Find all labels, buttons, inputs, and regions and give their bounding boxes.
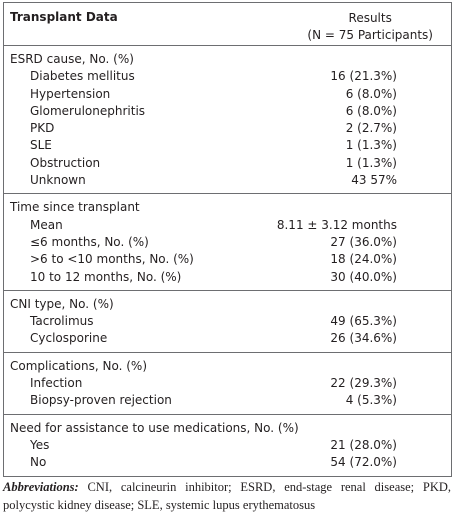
- row: Glomerulonephritis 6 (8.0%): [4, 103, 451, 120]
- section: Need for assistance to use medications, …: [4, 415, 451, 476]
- row-label: Yes: [30, 437, 50, 452]
- row-label: Cyclosporine: [30, 331, 108, 346]
- row-label: Hypertension: [30, 86, 111, 101]
- footnote: Abbreviations: CNI, calcineurin inhibito…: [3, 478, 451, 514]
- row: ≤6 months, No. (%) 27 (36.0%): [4, 234, 451, 251]
- row-label: SLE: [30, 138, 52, 153]
- row-value: 43 57%: [351, 173, 397, 188]
- row-label: >6 to <10 months, No. (%): [30, 252, 194, 267]
- section-title: ESRD cause, No. (%): [10, 52, 134, 66]
- footnote-term: Abbreviations:: [3, 480, 79, 494]
- row: Diabetes mellitus 16 (21.3%): [4, 68, 451, 85]
- row: Hypertension 6 (8.0%): [4, 86, 451, 103]
- section-title: Time since transplant: [10, 200, 140, 215]
- row: Tacrolimus 49 (65.3%): [4, 313, 451, 330]
- row-value: 21 (28.0%): [330, 437, 397, 452]
- row-label: Glomerulonephritis: [30, 103, 146, 118]
- table: Transplant Data Results (N = 75 Particip…: [3, 2, 452, 477]
- section-title: CNI type, No. (%): [10, 296, 114, 311]
- row-label: No: [30, 455, 47, 470]
- row: No 54 (72.0%): [4, 454, 451, 471]
- header-label: Transplant Data: [10, 10, 118, 24]
- row-value: 26 (34.6%): [330, 331, 397, 346]
- row-value: 49 (65.3%): [330, 314, 397, 329]
- row-label: Unknown: [30, 173, 86, 188]
- row-value: 27 (36.0%): [330, 234, 397, 249]
- row-value: 30 (40.0%): [330, 269, 397, 284]
- row-value: 4 (5.3%): [345, 393, 397, 408]
- row-label: PKD: [30, 121, 55, 136]
- row-value: 22 (29.3%): [330, 376, 397, 391]
- table-body: ESRD cause, No. (%) Diabetes mellitus 16 (…: [4, 46, 451, 476]
- row-label: Mean: [30, 217, 63, 232]
- row: Yes 21 (28.0%): [4, 437, 451, 454]
- row: Cyclosporine 26 (34.6%): [4, 330, 451, 347]
- row-value: 16 (21.3%): [330, 69, 397, 84]
- row-value: 2 (2.7%): [345, 121, 397, 136]
- row: Mean 8.11 ± 3.12 months: [4, 217, 451, 234]
- header-results: Results (N = 75 Participants): [307, 10, 433, 44]
- row: 10 to 12 months, No. (%) 30 (40.0%): [4, 269, 451, 286]
- row-value: 8.11 ± 3.12 months: [276, 217, 397, 232]
- row-value: 6 (8.0%): [345, 103, 397, 118]
- row: >6 to <10 months, No. (%) 18 (24.0%): [4, 251, 451, 268]
- row-label: 10 to 12 months, No. (%): [30, 269, 182, 284]
- section: Complications, No. (%) Infection 22 (29.3%…: [4, 353, 451, 415]
- row-label: Infection: [30, 376, 83, 391]
- row: Infection 22 (29.3%): [4, 375, 451, 392]
- row: Unknown 43 57%: [4, 172, 451, 189]
- results-title: Results: [348, 11, 392, 25]
- table-header: Transplant Data Results (N = 75 Particip…: [4, 3, 451, 46]
- row-label: Diabetes mellitus: [30, 69, 135, 84]
- results-n: (N = 75 Participants): [307, 28, 433, 42]
- row: Biopsy-proven rejection 4 (5.3%): [4, 392, 451, 409]
- row: PKD 2 (2.7%): [4, 120, 451, 137]
- section: ESRD cause, No. (%) Diabetes mellitus 16 (…: [4, 46, 451, 195]
- row-value: 54 (72.0%): [330, 455, 397, 470]
- row: Obstruction 1 (1.3%): [4, 155, 451, 172]
- section: CNI type, No. (%) Tacrolimus 49 (65.3%) Cyc…: [4, 291, 451, 353]
- row-label: Tacrolimus: [30, 314, 94, 329]
- row-value: 1 (1.3%): [345, 155, 397, 170]
- row-value: 6 (8.0%): [345, 86, 397, 101]
- row-label: Obstruction: [30, 155, 101, 170]
- row: SLE 1 (1.3%): [4, 137, 451, 154]
- row-label: Biopsy-proven rejection: [30, 393, 172, 408]
- row-value: 18 (24.0%): [330, 252, 397, 267]
- section-title: Need for assistance to use medications, …: [10, 420, 299, 435]
- footnote-text: CNI, calcineurin inhibitor; ESRD, end-st…: [3, 480, 452, 512]
- section: Time since transplant Mean 8.11 ± 3.12 mon…: [4, 194, 451, 291]
- row-value: 1 (1.3%): [345, 138, 397, 153]
- section-title: Complications, No. (%): [10, 358, 148, 373]
- row-label: ≤6 months, No. (%): [30, 234, 149, 249]
